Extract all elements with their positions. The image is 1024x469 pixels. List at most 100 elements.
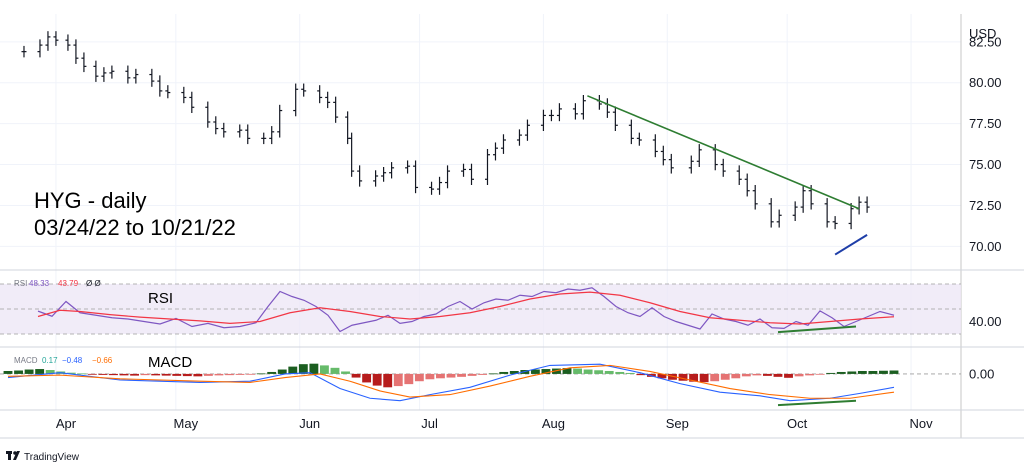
macd-legend[interactable]: MACD 0.17 −0.48 −0.66 (14, 356, 113, 365)
macd-histogram-bar (636, 373, 646, 376)
macd-histogram-bar (805, 373, 815, 376)
macd-histogram-bar (794, 373, 804, 377)
price-bar (864, 196, 870, 213)
macd-histogram-bar (720, 373, 730, 380)
rsi-legend[interactable]: RSI 48.33 43.79 Ø Ø (14, 279, 101, 288)
price-bar (189, 91, 195, 113)
rsi-divergence-line (777, 325, 857, 334)
macd-histogram-bar (319, 365, 329, 374)
macd-histogram-bar (362, 373, 372, 383)
macd-histogram-bar (77, 373, 87, 375)
price-bar (461, 163, 467, 177)
price-bar (696, 144, 702, 167)
macd-legend-name: MACD (14, 356, 38, 365)
price-bar (325, 91, 331, 109)
macd-histogram-bar (404, 373, 414, 385)
price-bar (21, 45, 27, 58)
macd-divergence-line (777, 399, 857, 407)
price-bar (660, 145, 666, 166)
price-bar (317, 85, 323, 104)
macd-histogram-bar (678, 373, 688, 381)
price-bar (301, 83, 307, 97)
macd-histogram-bar (256, 373, 266, 375)
price-bar (181, 86, 187, 104)
macd-histogram-bar (710, 373, 720, 382)
rsi-ma-legend-value: 43.79 (58, 279, 79, 288)
macd-histogram-bar (414, 373, 424, 382)
macd-histogram-bar (151, 373, 161, 376)
month-tick-label: Jun (299, 416, 320, 431)
price-axis: 82.50 80.00 77.50 75.00 72.50 70.00 40.00 0.00 (969, 34, 1002, 381)
rsi-legend-extra: Ø Ø (86, 279, 101, 288)
macd-histogram-bar (98, 373, 108, 375)
month-tick-label: May (174, 416, 199, 431)
price-bar (349, 132, 355, 177)
price-bar (373, 170, 379, 187)
macd-histogram-bar (66, 372, 76, 374)
price-bar (405, 160, 411, 174)
price-tick-label: 80.00 (969, 75, 1002, 90)
price-bar (548, 109, 554, 122)
tradingview-logo[interactable]: TradingView (6, 451, 80, 463)
macd-histogram-bar (562, 368, 572, 374)
macd-histogram-bar (182, 373, 192, 377)
rsi-legend-name: RSI (14, 279, 27, 288)
macd-histogram-bar (246, 373, 256, 375)
rsi-series-line (37, 287, 895, 333)
rsi-tick-label: 40.00 (969, 314, 1002, 329)
macd-histogram-bar (140, 373, 150, 376)
price-bar (500, 134, 506, 154)
macd-histogram-bar (699, 373, 709, 383)
macd-histogram-bar (330, 367, 340, 374)
macd-histogram-bar (298, 364, 308, 374)
macd-histogram-bar (762, 373, 772, 376)
tradingview-brand: TradingView (24, 452, 80, 463)
price-bar (524, 119, 530, 141)
currency-label: USD (969, 26, 996, 41)
price-bar (636, 132, 642, 146)
macd-histogram-bar (24, 369, 34, 374)
price-bar (688, 155, 694, 174)
macd-panel-label: MACD (148, 354, 192, 371)
price-bar (221, 122, 227, 138)
macd-histogram-bar (594, 370, 604, 374)
chart-subtitle: 03/24/22 to 10/21/22 (34, 215, 236, 240)
macd-histogram-bar (573, 368, 583, 374)
price-bar (237, 124, 243, 138)
month-tick-label: Aug (542, 416, 565, 431)
macd-histogram-bar (879, 370, 888, 374)
rsi-band (0, 284, 961, 334)
price-bar (736, 165, 742, 185)
macd-histogram-bar (203, 373, 213, 376)
macd-histogram-bar (467, 373, 477, 376)
rsi-legend-value: 48.33 (29, 279, 50, 288)
macd-histogram-bar (752, 373, 762, 376)
price-bar (81, 52, 87, 73)
macd-histogram-bar (393, 373, 403, 387)
price-bar (744, 173, 750, 197)
price-tick-label: 75.00 (969, 157, 1002, 172)
price-bar (65, 34, 71, 51)
price-bar (93, 60, 99, 82)
price-bar (149, 68, 155, 87)
macd-hist-legend-value: 0.17 (42, 356, 58, 365)
month-tick-label: Jul (421, 416, 438, 431)
macd-histogram-bar (425, 373, 435, 380)
macd-histogram-bar (826, 372, 836, 374)
macd-histogram-bar (604, 370, 614, 374)
macd-histogram-bar (815, 373, 825, 375)
price-bar (580, 95, 586, 120)
price-bar (792, 201, 798, 221)
macd-tick-label: 0.00 (969, 366, 994, 381)
macd-histogram-bar (119, 373, 129, 376)
macd-histogram-bar (509, 370, 519, 374)
price-bar (668, 153, 674, 174)
macd-histogram-bar (625, 372, 635, 374)
macd-histogram-bar (351, 373, 361, 378)
price-support-line (834, 234, 868, 256)
price-bar (832, 216, 838, 230)
price-panel (21, 31, 870, 256)
macd-histogram-bar (172, 373, 182, 376)
price-bar (165, 85, 171, 99)
macd-histogram-bar (446, 373, 456, 378)
